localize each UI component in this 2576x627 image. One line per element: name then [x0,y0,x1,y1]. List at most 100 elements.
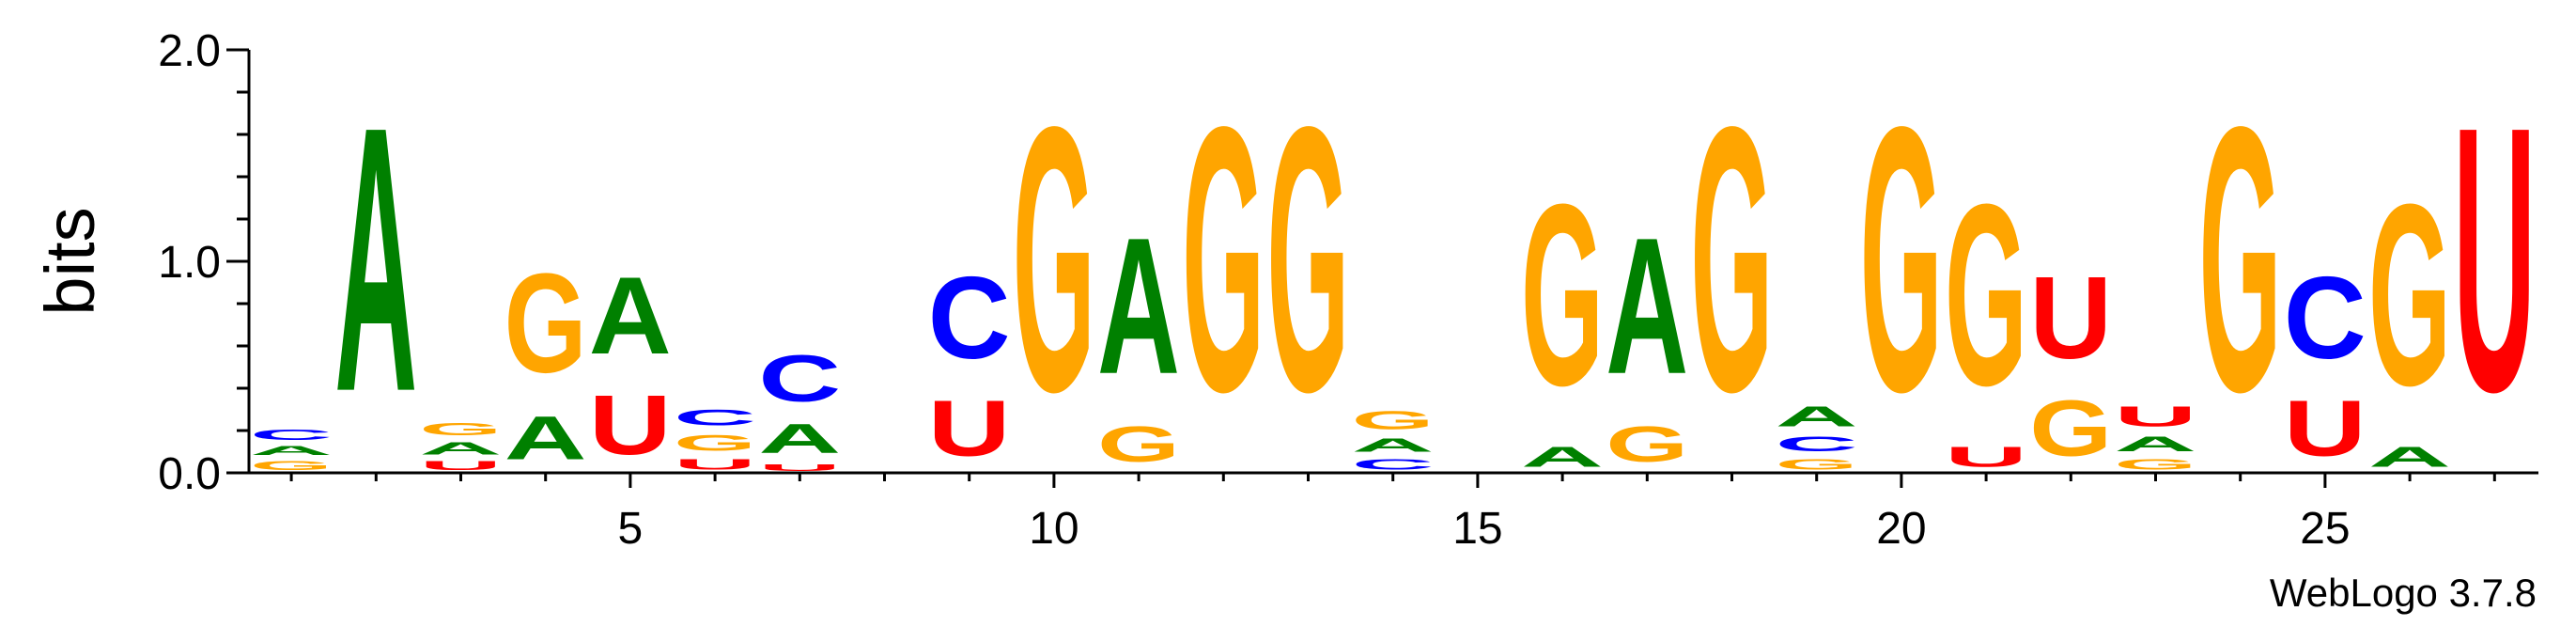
svg-text:C: C [1776,432,1858,456]
logo-letter-g-pos-11: G [1097,415,1180,473]
svg-text:C: C [928,253,1011,384]
svg-text:A: A [589,256,672,378]
x-tick-label: 5 [618,504,644,554]
svg-text:G: G [1945,150,2027,439]
logo-letter-a-pos-26: A [2368,441,2451,473]
svg-text:U: U [1945,441,2027,473]
logo-letter-a-pos-11: A [1097,196,1180,415]
svg-text:A: A [2114,432,2196,456]
logo-letter-c-pos-6: C [674,405,756,431]
svg-text:G: G [1690,48,1773,470]
logo-letter-c-pos-19: C [1776,432,1858,456]
svg-text:U: U [928,384,1011,473]
svg-text:U: U [2453,48,2536,470]
logo-letter-g-pos-20: G [1860,48,1943,470]
logo-letter-u-pos-23: U [2114,400,2196,432]
logo-letter-u-pos-22: U [2029,253,2112,384]
logo-letter-u-pos-5: U [589,377,672,472]
logo-letter-a-pos-23: A [2114,432,2196,456]
svg-text:U: U [589,377,672,472]
svg-text:C: C [758,342,841,415]
logo-letter-u-pos-25: U [2284,384,2367,473]
logo-letter-g-pos-17: G [1606,415,1688,473]
svg-text:G: G [1606,415,1688,473]
logo-letter-g-pos-4: G [504,244,587,403]
svg-text:C: C [674,405,756,431]
svg-text:A: A [504,402,587,472]
logo-letter-g-pos-13: G [1266,48,1349,470]
logo-letter-a-pos-17: A [1606,196,1688,415]
svg-text:G: G [674,431,756,456]
logo-letter-g-pos-12: G [1182,48,1265,470]
svg-text:A: A [419,439,502,458]
svg-text:G: G [1521,150,1604,439]
svg-text:U: U [758,462,841,473]
svg-text:G: G [419,420,502,439]
svg-text:G: G [250,458,333,473]
svg-text:U: U [419,458,502,473]
svg-text:C: C [2284,253,2367,384]
weblogo-credit: WebLogo 3.7.8 [2270,571,2537,615]
logo-letter-a-pos-14: A [1352,434,1435,456]
svg-text:U: U [2114,400,2196,432]
logo-letter-g-pos-24: G [2199,48,2282,470]
logo-letter-a-pos-3: A [419,439,502,458]
y-axis-label: bits [31,207,109,315]
logo-letter-g-pos-10: G [1013,48,1095,470]
logo-letter-u-pos-7: U [758,462,841,473]
x-tick-label: 10 [1029,504,1079,554]
logo-letter-a-pos-4: A [504,402,587,472]
x-tick-label: 25 [2300,504,2350,554]
logo-letter-g-pos-26: G [2368,150,2451,439]
logo-letter-g-pos-22: G [2029,384,2112,473]
logo-letter-c-pos-1: C [250,427,333,444]
y-tick-label: 2.0 [158,26,221,76]
svg-text:G: G [1097,415,1180,473]
y-tick-label: 1.0 [158,238,221,288]
svg-text:U: U [2029,253,2112,384]
logo-letter-c-pos-25: C [2284,253,2367,384]
svg-text:A: A [1097,196,1180,415]
logo-letter-u-pos-21: U [1945,441,2027,473]
logo-letter-a-pos-7: A [758,415,841,462]
logo-letter-g-pos-16: G [1521,150,1604,439]
svg-text:A: A [758,415,841,462]
svg-text:G: G [504,244,587,403]
logo-letter-u-pos-27: U [2453,48,2536,470]
svg-text:G: G [1013,48,1095,470]
logo-letter-u-pos-3: U [419,458,502,473]
svg-text:G: G [1352,405,1435,434]
logo-letter-a-pos-2: A [334,48,417,470]
axes: 0.0 1.0 2.0 5 10 15 20 25 [158,26,2538,554]
logo-letter-a-pos-19: A [1776,400,1858,432]
svg-text:U: U [2284,384,2367,473]
svg-text:G: G [1266,48,1349,470]
svg-text:G: G [2199,48,2282,470]
logo-letter-u-pos-9: U [928,384,1011,473]
logo-letter-c-pos-14: C [1352,456,1435,473]
logo-letter-a-pos-16: A [1521,441,1604,473]
logo-letter-u-pos-6: U [674,456,756,473]
svg-text:A: A [250,444,333,459]
svg-text:G: G [2368,150,2451,439]
logo-letter-c-pos-7: C [758,342,841,415]
logo-letter-g-pos-14: G [1352,405,1435,434]
x-tick-label: 20 [1876,504,1926,554]
svg-text:G: G [2029,384,2112,473]
logo-letter-a-pos-5: A [589,256,672,378]
svg-text:A: A [334,48,417,470]
logo-letter-g-pos-1: G [250,458,333,473]
logo-letter-c-pos-9: C [928,253,1011,384]
svg-text:A: A [1521,441,1604,473]
svg-text:G: G [1860,48,1943,470]
logo-letter-g-pos-21: G [1945,150,2027,439]
y-tick-label: 0.0 [158,449,221,499]
logo-letter-g-pos-19: G [1776,456,1858,473]
logo-letter-g-pos-23: G [2114,456,2196,473]
svg-text:C: C [1352,456,1435,473]
svg-text:U: U [674,456,756,473]
x-tick-label: 15 [1452,504,1502,554]
logo-letter-a-pos-1: A [250,444,333,459]
